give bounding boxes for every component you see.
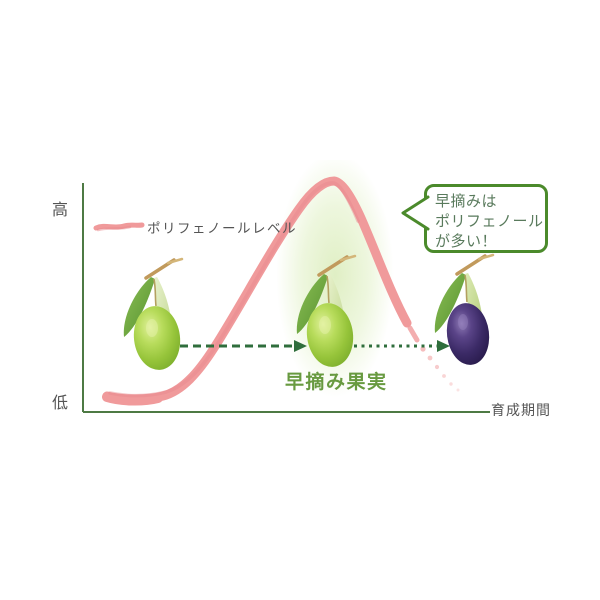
- legend-pink-brush-icon: [93, 222, 145, 232]
- fruit-stem: [153, 278, 157, 307]
- speech-bubble-line-3: が多い！: [435, 233, 498, 250]
- left-leaf: [123, 277, 155, 337]
- olive-ripe-illustration: [434, 253, 495, 365]
- speech-bubble-line-1: 早摘みは: [435, 193, 498, 210]
- fruit-highlight: [146, 319, 158, 337]
- arrow-unripe-to-early-icon: [180, 340, 307, 352]
- x-axis-label: 育成期間: [491, 402, 551, 418]
- green-olive-fruit: [133, 306, 181, 370]
- green-olive-fruit: [306, 303, 354, 367]
- speech-bubble-tail-icon: [401, 195, 430, 231]
- speech-bubble: 早摘みは ポリフェノール が多い！: [424, 184, 548, 253]
- twig-tip: [477, 253, 495, 261]
- olive-early-picked-illustration: [296, 254, 357, 367]
- twig-tip: [339, 254, 357, 262]
- twig-tip: [166, 257, 184, 265]
- fruit-highlight: [458, 314, 468, 330]
- polyphenol-level-curve: [102, 176, 460, 406]
- curve-fading-tail: [407, 325, 460, 392]
- y-axis-low-label: 低: [52, 395, 70, 412]
- left-leaf: [434, 273, 466, 333]
- early-picked-fruit-label: 早摘み果実: [285, 372, 388, 393]
- speech-bubble-line-2: ポリフェノール: [435, 213, 544, 230]
- ripe-olive-fruit: [446, 303, 490, 365]
- arrow-early-to-ripe-icon: [354, 340, 450, 352]
- fruit-highlight: [319, 316, 331, 334]
- fruit-stem: [464, 274, 468, 303]
- left-leaf: [296, 274, 328, 334]
- fruit-stem: [326, 275, 330, 304]
- y-axis-high-label: 高: [52, 202, 70, 219]
- legend-label: ポリフェノールレベル: [147, 221, 297, 236]
- olive-unripe-illustration: [123, 257, 184, 370]
